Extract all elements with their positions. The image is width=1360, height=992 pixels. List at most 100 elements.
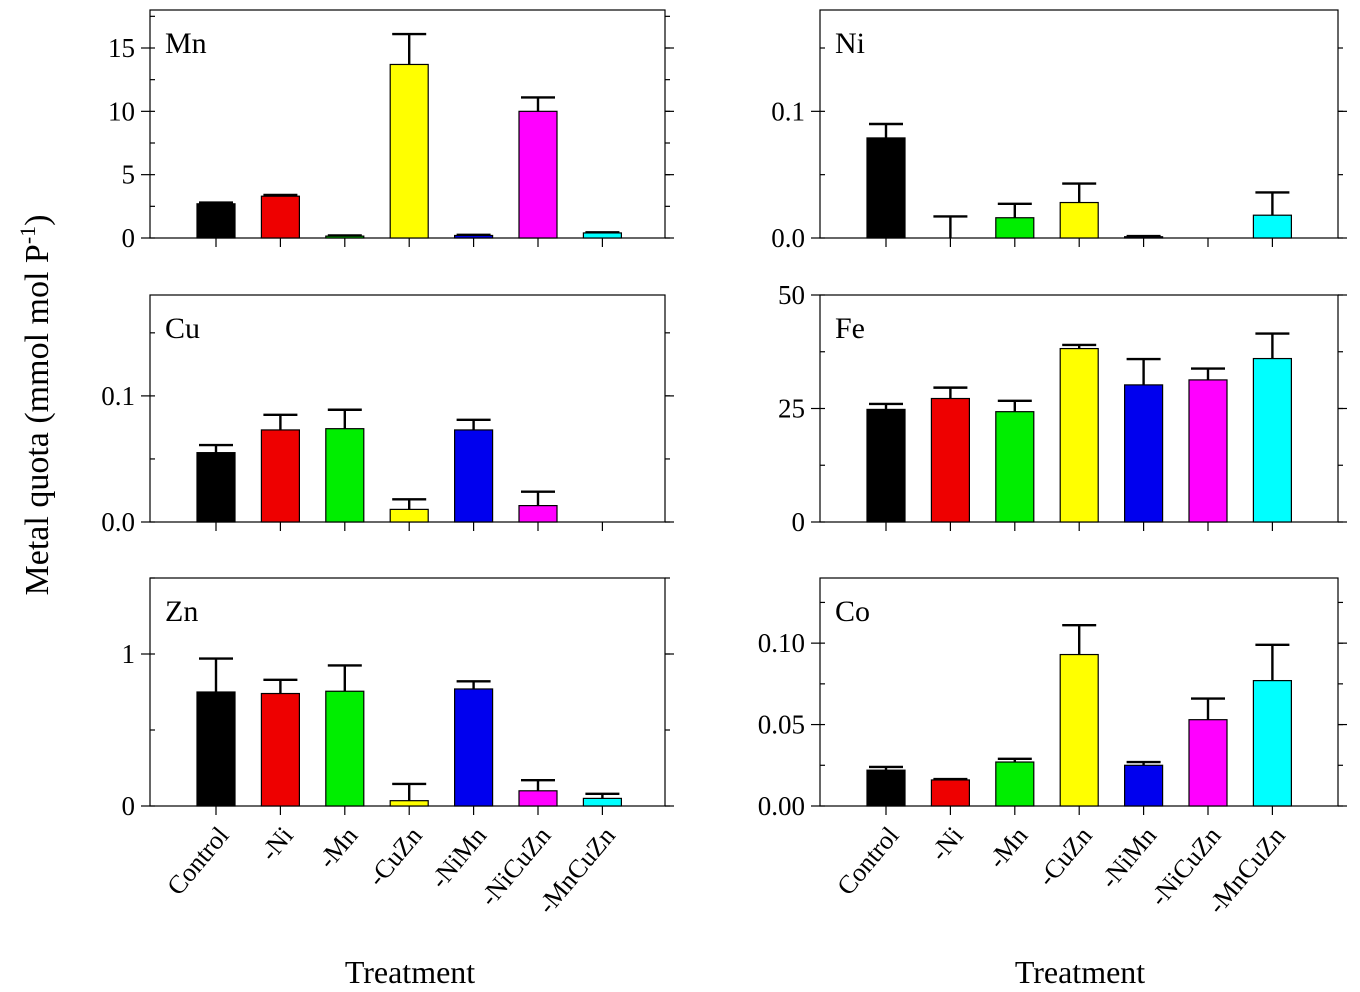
y-tick-label: 0.0 — [771, 223, 805, 253]
panel-fe: 0 25 50 Fe — [778, 280, 1347, 537]
x-category-label: -Mn — [982, 821, 1033, 874]
error-bar — [1126, 357, 1161, 385]
error-bar — [392, 498, 427, 510]
y-axis-label-main: Metal quota (mmol mol P — [19, 244, 56, 595]
error-bar — [1191, 697, 1225, 720]
error-bar — [869, 765, 903, 771]
bar-mn-control — [196, 203, 236, 239]
x-category-label: -CuZn — [362, 821, 428, 892]
error-bar — [263, 678, 298, 694]
error-bar — [327, 234, 362, 237]
bar-mn-minus-mncuzn — [582, 232, 623, 239]
bar-cu-minus-nimn — [454, 429, 494, 523]
y-tick-label: 0 — [122, 223, 136, 253]
bar-co-minus-nicuzn — [1188, 719, 1228, 807]
y-tick-label: 0.00 — [758, 791, 805, 821]
bar-mn-minus-nicuzn — [518, 110, 558, 239]
error-bar — [392, 32, 427, 65]
y-tick-label: 25 — [778, 394, 805, 424]
panel-title-zn: Zn — [165, 595, 198, 628]
bar-ni-control — [866, 137, 906, 239]
bar-mn-minus-ni — [260, 195, 300, 239]
error-bar — [521, 778, 555, 791]
error-bar — [997, 757, 1032, 763]
y-tick-label: 10 — [108, 96, 135, 126]
bar-zn-minus-nimn — [454, 688, 494, 807]
error-bar — [933, 777, 968, 781]
bar-cu-minus-nicuzn — [518, 505, 558, 523]
y-axis-label-close: ) — [19, 215, 56, 226]
bar-zn-minus-cuzn — [389, 800, 429, 807]
bar-co-minus-mn — [995, 761, 1035, 807]
bar-co-minus-mncuzn — [1252, 679, 1293, 807]
error-bar — [1191, 367, 1225, 380]
y-axis-label: Metal quota (mmol mol P-1) — [15, 215, 56, 596]
bar-mn-minus-cuzn — [389, 63, 429, 239]
panel-title-ni: Ni — [835, 27, 865, 60]
bar-ni-minus-mncuzn — [1252, 214, 1293, 239]
error-bar — [199, 201, 233, 204]
error-bar — [327, 408, 362, 429]
y-tick-label: 0 — [792, 507, 806, 537]
bar-ni-minus-cuzn — [1059, 201, 1099, 239]
bar-fe-control — [866, 408, 906, 523]
bar-zn-control — [196, 691, 236, 807]
error-bar — [1255, 332, 1290, 359]
panel-ni: 0.0 0.1 Ni — [771, 9, 1347, 253]
y-tick-label: 0.1 — [101, 381, 135, 411]
bar-fe-minus-mncuzn — [1252, 357, 1293, 523]
error-bar — [869, 122, 903, 138]
bar-cu-minus-cuzn — [389, 508, 429, 523]
error-bar — [1255, 191, 1290, 216]
bar-cu-minus-mn — [325, 428, 365, 523]
bar-cu-minus-ni — [260, 429, 300, 523]
y-tick-label: 5 — [122, 160, 136, 190]
error-bar — [585, 231, 620, 234]
panel-title-co: Co — [835, 595, 870, 628]
bar-zn-minus-mn — [325, 690, 365, 807]
x-category-label: -Ni — [254, 821, 299, 866]
error-bar — [327, 664, 362, 692]
error-bar — [521, 490, 555, 506]
error-bar — [263, 413, 298, 430]
panel-mn: 0 5 10 15 Mn — [108, 9, 674, 253]
error-bar — [1062, 343, 1097, 349]
error-bar — [456, 418, 491, 430]
error-bar — [869, 402, 903, 410]
bar-fe-minus-ni — [930, 397, 971, 523]
bar-fe-minus-mn — [995, 411, 1035, 523]
bar-zn-minus-nicuzn — [518, 790, 558, 807]
y-tick-label: 0.10 — [758, 628, 805, 658]
y-tick-label: 0.1 — [771, 96, 805, 126]
error-bar — [392, 782, 427, 801]
error-bar — [1062, 624, 1097, 655]
error-bar — [1126, 760, 1161, 766]
bar-co-minus-cuzn — [1059, 653, 1099, 807]
x-axis-label-right: Treatment — [1015, 954, 1145, 990]
x-category-label: -CuZn — [1032, 821, 1098, 892]
error-bar — [456, 680, 491, 689]
panel-title-cu: Cu — [165, 312, 200, 345]
error-bar — [933, 386, 968, 399]
panel-title-mn: Mn — [165, 27, 207, 60]
bar-fe-minus-nicuzn — [1188, 379, 1228, 523]
bar-co-control — [866, 769, 906, 807]
y-axis-label-superscript: -1 — [15, 226, 40, 244]
x-axis-label-left: Treatment — [345, 954, 475, 990]
bar-ni-minus-mn — [995, 217, 1035, 239]
error-bar — [1062, 182, 1097, 203]
y-tick-label: 0.05 — [758, 710, 805, 740]
panel-cu: 0.0 0.1 Cu — [101, 294, 674, 537]
x-category-label: Control — [161, 821, 234, 901]
error-bar — [1255, 643, 1290, 681]
y-tick-label: 50 — [778, 280, 805, 310]
error-bar — [933, 215, 968, 238]
x-category-label: Control — [831, 821, 904, 901]
bar-zn-minus-ni — [260, 692, 300, 807]
panel-title-fe: Fe — [835, 312, 865, 345]
y-tick-label: 0 — [122, 791, 136, 821]
error-bar — [263, 193, 298, 197]
bar-zn-minus-mncuzn — [582, 797, 623, 807]
